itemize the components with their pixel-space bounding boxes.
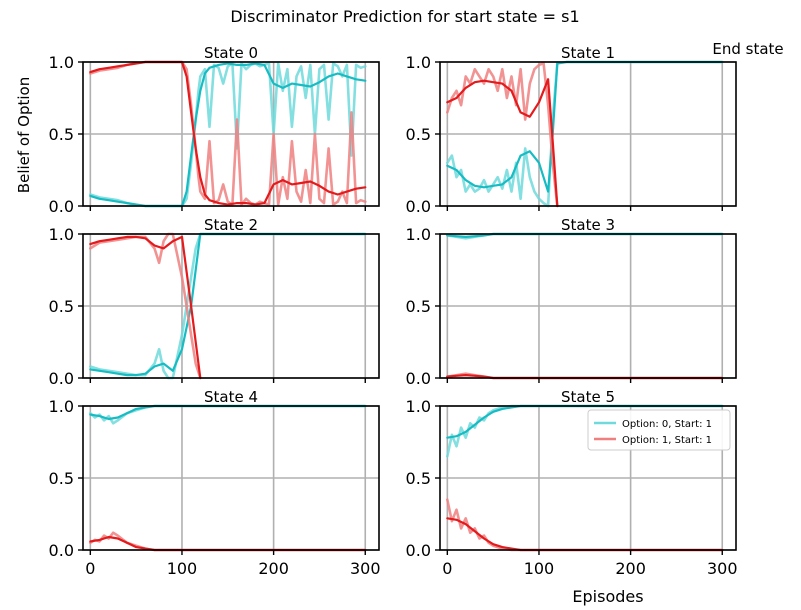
legend: Option: 0, Start: 1 Option: 1, Start: 1 bbox=[587, 409, 731, 451]
panel-state-5: 0.0 0.5 1.0 0 100 200 300 State 5 Option: 0, Sta… bbox=[406, 388, 738, 578]
panels: 0.0 0.5 1.0 State 0 0.0 0.5 1.0 State 1 0.0 0.5 1.… bbox=[49, 44, 738, 578]
x-tick-label: 300 bbox=[707, 559, 738, 578]
y-tick-label: 1.0 bbox=[406, 397, 431, 416]
x-tick-label: 0 bbox=[85, 559, 95, 578]
panel-state-3: 0.0 0.5 1.0 State 3 bbox=[406, 216, 737, 388]
y-tick-label: 0.0 bbox=[49, 541, 74, 560]
panel-state-0: 0.0 0.5 1.0 State 0 bbox=[49, 44, 380, 216]
y-tick-label: 0.5 bbox=[49, 125, 74, 144]
figure-title: Discriminator Prediction for start state… bbox=[230, 7, 579, 26]
y-tick-label: 0.0 bbox=[406, 541, 431, 560]
panel-state-4: 0.0 0.5 1.0 0 100 200 300 State 4 bbox=[49, 388, 381, 578]
series-line-option1-raw bbox=[89, 232, 202, 380]
x-tick-label: 200 bbox=[258, 559, 289, 578]
y-tick-label: 0.5 bbox=[406, 125, 431, 144]
legend-entry: Option: 1, Start: 1 bbox=[622, 435, 712, 446]
y-tick-label: 0.0 bbox=[49, 197, 74, 216]
y-tick-label: 1.0 bbox=[49, 397, 74, 416]
panel-state-1: 0.0 0.5 1.0 State 1 bbox=[406, 44, 737, 216]
x-tick-label: 100 bbox=[167, 559, 198, 578]
y-tick-label: 0.0 bbox=[49, 369, 74, 388]
series-line-option1-smooth bbox=[446, 78, 559, 208]
series-line-option1-raw bbox=[445, 62, 559, 208]
series-line-option1-smooth bbox=[89, 235, 202, 380]
panel-title: State 0 bbox=[204, 44, 258, 62]
y-tick-label: 0.0 bbox=[406, 369, 431, 388]
y-tick-label: 1.0 bbox=[49, 225, 74, 244]
y-tick-label: 1.0 bbox=[49, 53, 74, 72]
legend-box bbox=[587, 409, 731, 451]
end-state-annotation: End state bbox=[712, 40, 783, 58]
panel-title: State 1 bbox=[561, 44, 615, 62]
x-tick-label: 100 bbox=[524, 559, 555, 578]
panel-title: State 3 bbox=[561, 216, 615, 234]
y-tick-label: 0.0 bbox=[406, 197, 431, 216]
y-tick-label: 1.0 bbox=[406, 225, 431, 244]
y-tick-label: 0.5 bbox=[49, 297, 74, 316]
y-axis-label: Belief of Option bbox=[15, 77, 33, 193]
y-tick-label: 0.5 bbox=[49, 469, 74, 488]
panel-title: State 2 bbox=[204, 216, 258, 234]
y-tick-label: 0.5 bbox=[406, 297, 431, 316]
x-tick-label: 0 bbox=[442, 559, 452, 578]
panel-state-2: 0.0 0.5 1.0 State 2 bbox=[49, 216, 380, 388]
panel-title: State 4 bbox=[204, 388, 258, 406]
x-axis-label: Episodes bbox=[572, 587, 643, 606]
x-tick-label: 200 bbox=[615, 559, 646, 578]
y-tick-label: 0.5 bbox=[406, 469, 431, 488]
y-tick-label: 1.0 bbox=[406, 53, 431, 72]
x-tick-label: 300 bbox=[350, 559, 381, 578]
panel-title: State 5 bbox=[561, 388, 615, 406]
legend-entry: Option: 0, Start: 1 bbox=[622, 419, 712, 430]
